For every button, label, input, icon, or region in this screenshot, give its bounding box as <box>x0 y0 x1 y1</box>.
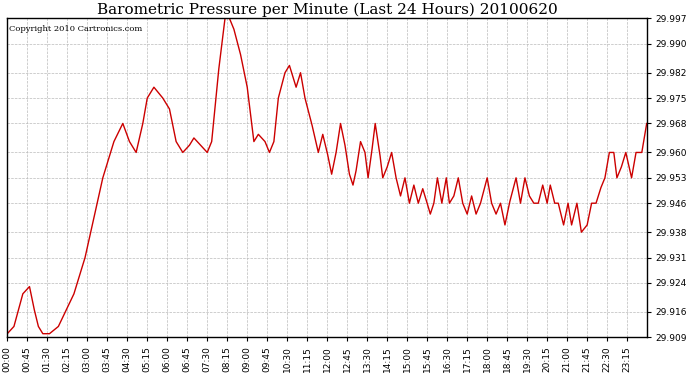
Text: Copyright 2010 Cartronics.com: Copyright 2010 Cartronics.com <box>8 25 142 33</box>
Title: Barometric Pressure per Minute (Last 24 Hours) 20100620: Barometric Pressure per Minute (Last 24 … <box>97 3 558 17</box>
